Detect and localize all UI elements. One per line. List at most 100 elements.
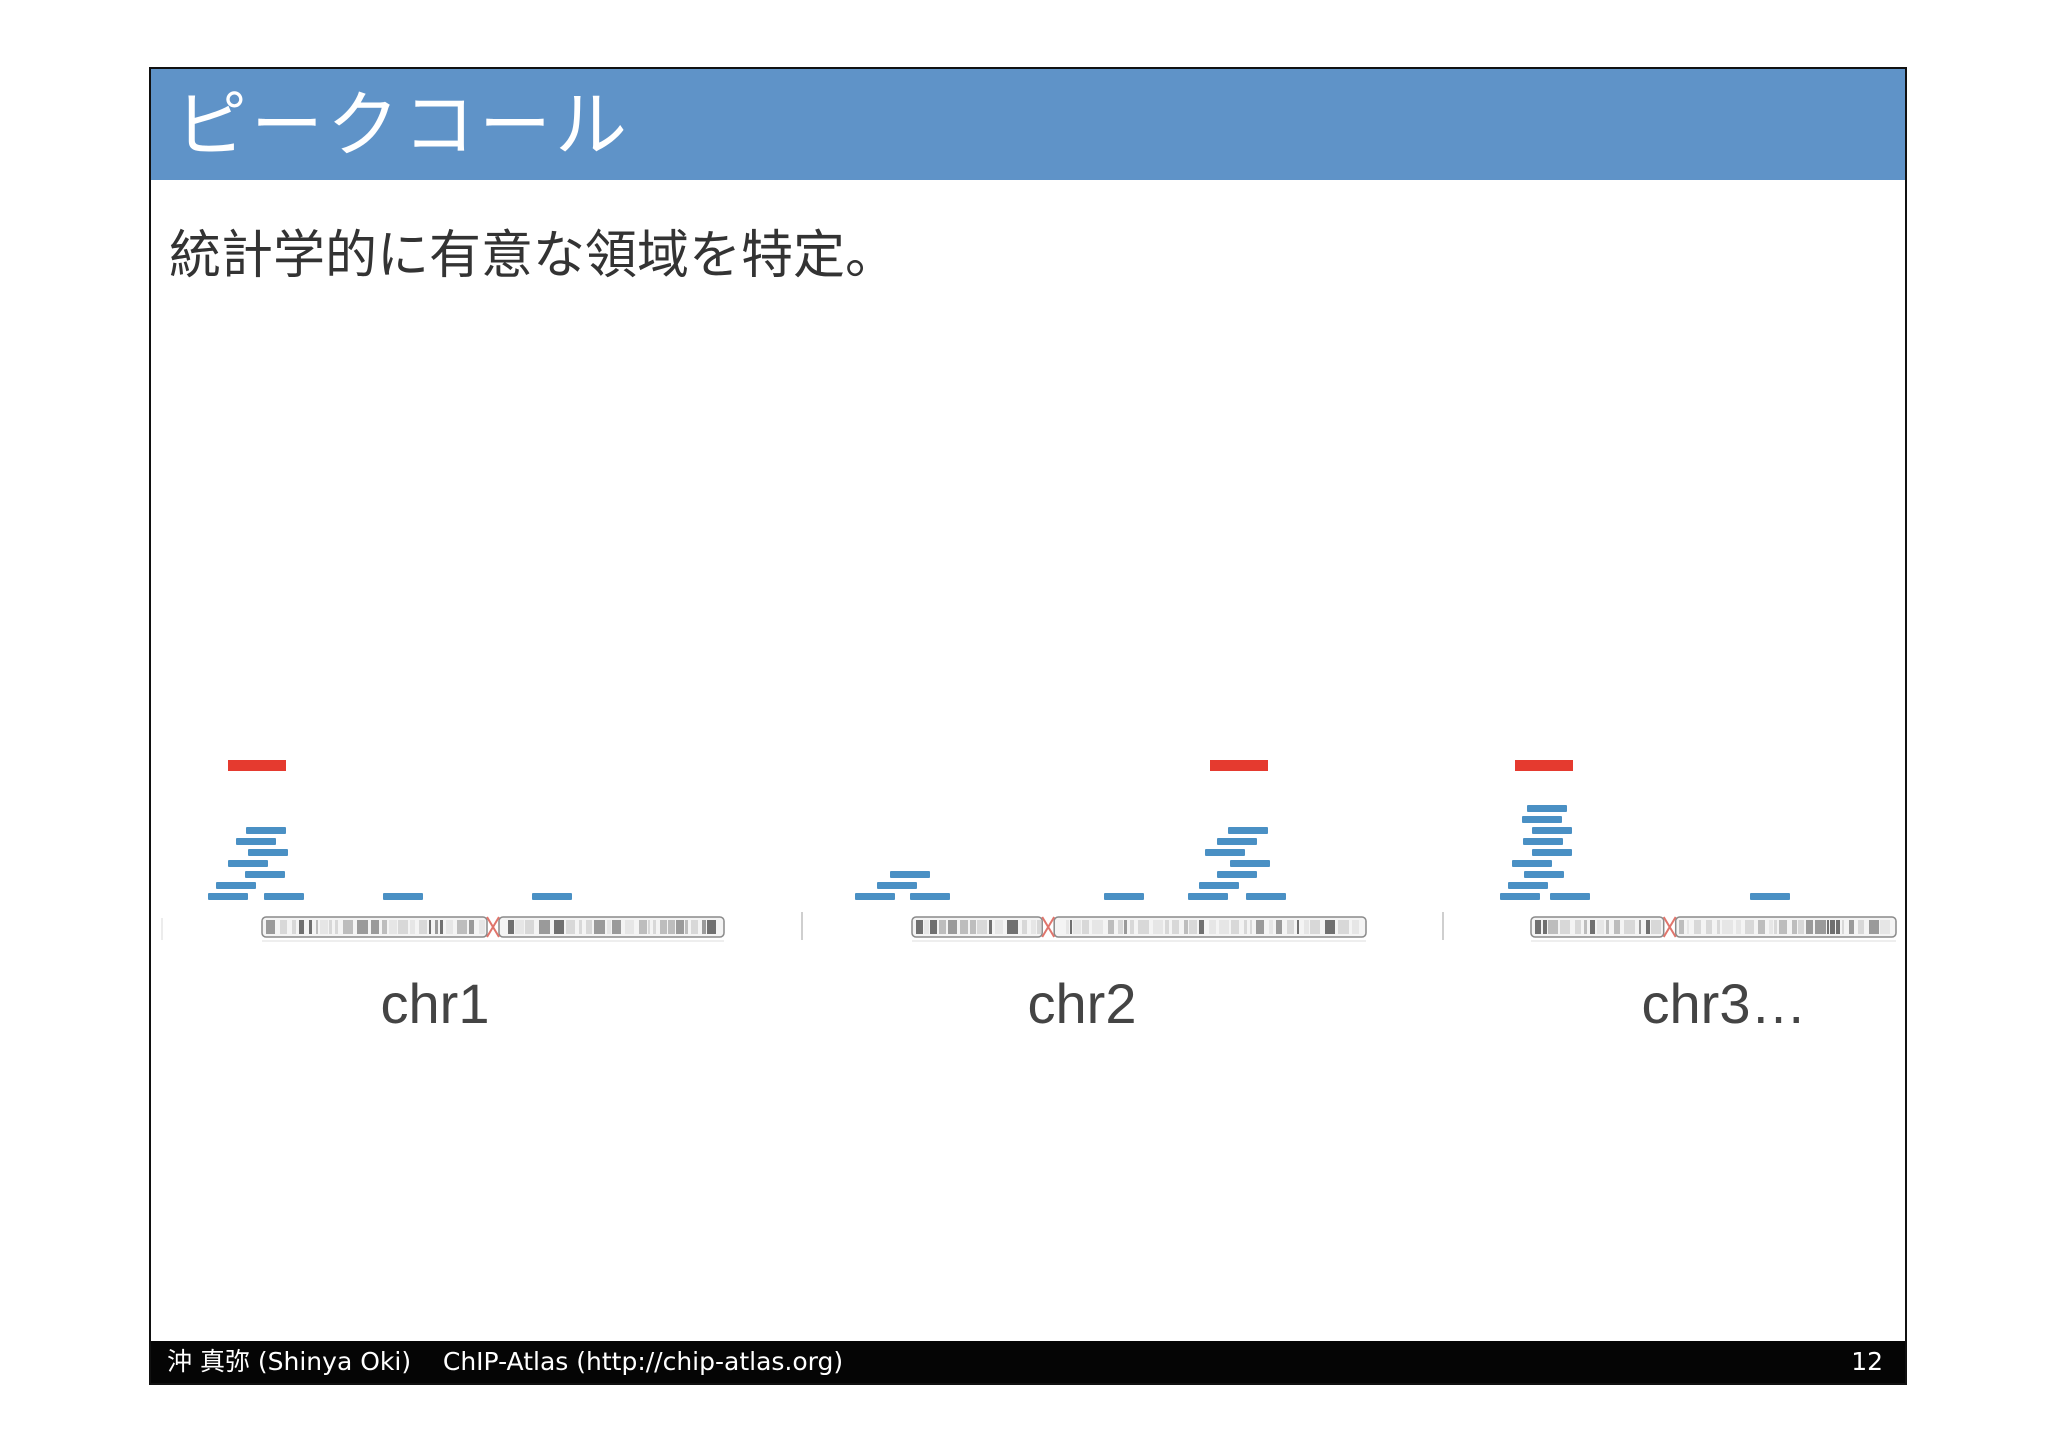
ideogram-band xyxy=(1745,920,1754,934)
called-peak xyxy=(228,760,286,771)
ideogram-band xyxy=(1066,920,1069,934)
sequence-read xyxy=(236,838,276,845)
title-bar: ピークコール xyxy=(151,69,1905,180)
ideogram-band xyxy=(1269,920,1273,934)
ideogram-band xyxy=(335,920,338,934)
ideogram-band xyxy=(1722,920,1733,934)
ideogram-band xyxy=(1108,920,1114,934)
ideogram-band xyxy=(479,920,485,934)
slide: ピークコール 統計学的に有意な領域を特定。 沖 真弥 (Shinya Oki) … xyxy=(149,67,1907,1385)
ideogram-band xyxy=(1172,920,1179,934)
ideogram-band xyxy=(1297,920,1299,934)
ideogram-band xyxy=(625,920,634,934)
ideogram-band xyxy=(685,920,688,934)
ideogram-band xyxy=(977,920,987,934)
ideogram-band xyxy=(435,920,438,934)
ideogram-band xyxy=(309,920,312,934)
chromosome-ideogram xyxy=(911,916,1367,942)
ideogram-band xyxy=(1869,920,1879,934)
sequence-read xyxy=(383,893,423,900)
chromosome-panel-2: chr2 xyxy=(801,760,1367,1035)
ideogram-band xyxy=(320,920,328,934)
sequence-read xyxy=(1550,893,1590,900)
ideogram-band xyxy=(299,920,304,934)
ideogram-band xyxy=(1798,920,1804,934)
ideogram-band xyxy=(924,920,929,934)
ideogram-band xyxy=(676,920,684,934)
sequence-read xyxy=(1188,893,1228,900)
ideogram-band xyxy=(316,920,318,934)
ideogram-band xyxy=(343,920,353,934)
sequence-read xyxy=(1750,893,1790,900)
ideogram-band xyxy=(1624,920,1635,934)
ideogram-band xyxy=(1548,920,1558,934)
ideogram-band xyxy=(1352,920,1359,934)
footer-project: ChIP-Atlas (http://chip-atlas.org) xyxy=(442,1347,844,1376)
ideogram-band xyxy=(1535,920,1541,934)
ideogram-band xyxy=(329,920,332,934)
ideogram-band xyxy=(1836,920,1840,934)
ideogram-band xyxy=(1276,920,1282,934)
ideogram-band xyxy=(586,920,592,934)
sequence-read xyxy=(1205,849,1245,856)
ideogram-band xyxy=(1774,920,1777,934)
chromosome-label: chr1 xyxy=(381,972,490,1035)
sequence-read xyxy=(910,893,950,900)
ideogram-band xyxy=(1679,920,1684,934)
sequence-read xyxy=(1512,860,1552,867)
ideogram-band xyxy=(995,920,1003,934)
ideogram-band xyxy=(612,920,621,934)
ideogram-band xyxy=(446,920,453,934)
ideogram-band xyxy=(440,920,443,934)
ideogram-band xyxy=(939,920,946,934)
ideogram-band xyxy=(1806,920,1813,934)
ideogram-band xyxy=(1256,920,1264,934)
ideogram-band xyxy=(660,920,667,934)
ideogram-band xyxy=(1651,920,1661,934)
ideogram-band xyxy=(1736,920,1741,934)
ideogram-band xyxy=(1597,920,1604,934)
sequence-read xyxy=(1500,893,1540,900)
ideogram-band xyxy=(1310,920,1320,934)
sequence-read xyxy=(1217,871,1257,878)
ideogram-band xyxy=(1880,920,1890,934)
ideogram-band xyxy=(382,920,387,934)
sequence-read xyxy=(248,849,288,856)
ideogram-band xyxy=(702,920,706,934)
sequence-read xyxy=(1532,849,1572,856)
ideogram-band xyxy=(525,920,534,934)
ideogram-band xyxy=(515,920,524,934)
ideogram-band xyxy=(1687,920,1689,934)
ideogram-band xyxy=(970,920,976,934)
chromosome-panel-1: chr1 xyxy=(161,760,725,1035)
ideogram-band xyxy=(389,920,397,934)
ideogram-band xyxy=(1092,920,1103,934)
ideogram-band xyxy=(1858,920,1864,934)
sequence-read xyxy=(246,827,286,834)
ideogram-band xyxy=(916,920,923,934)
ideogram-band xyxy=(1073,920,1081,934)
ideogram-band xyxy=(1769,920,1773,934)
ideogram-band xyxy=(1639,920,1641,934)
ideogram-band xyxy=(292,920,296,934)
ideogram-band xyxy=(1209,920,1216,934)
chromosome-panel-3: chr3… xyxy=(1442,760,1897,1035)
ideogram-band xyxy=(1706,920,1712,934)
sequence-read xyxy=(1522,816,1562,823)
ideogram-band xyxy=(1153,920,1163,934)
sequence-read xyxy=(877,882,917,889)
ideogram-band xyxy=(469,920,474,934)
centromere xyxy=(486,916,500,938)
ideogram-band xyxy=(1827,920,1829,934)
ideogram-band xyxy=(691,920,698,934)
ideogram-band xyxy=(1250,920,1252,934)
sequence-read xyxy=(1104,893,1144,900)
ideogram-band xyxy=(1694,920,1701,934)
ideogram-band xyxy=(1037,920,1041,934)
ideogram-band xyxy=(1130,920,1134,934)
sequence-read xyxy=(245,871,285,878)
ideogram-band xyxy=(410,920,415,934)
sequence-read xyxy=(1217,838,1257,845)
ideogram-band xyxy=(1849,920,1854,934)
